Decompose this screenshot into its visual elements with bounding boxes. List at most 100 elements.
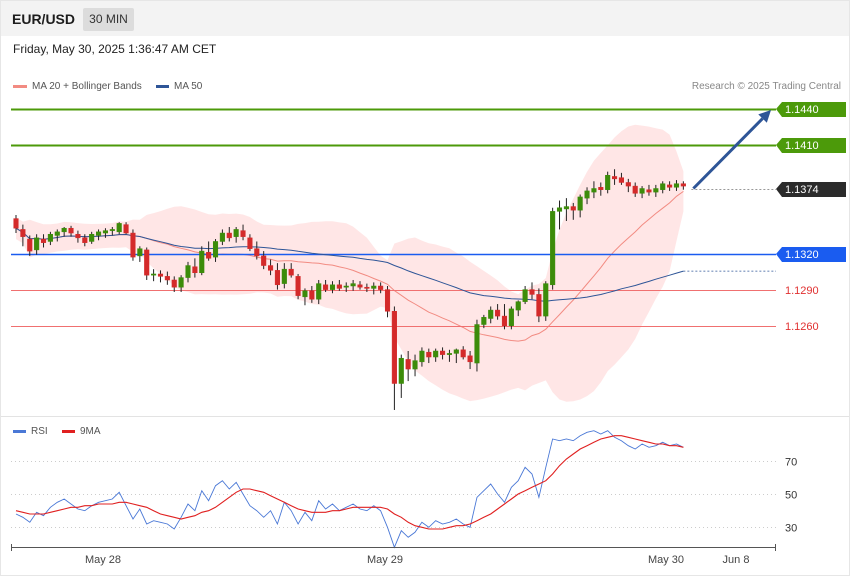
candle: [295, 273, 301, 300]
candle: [481, 314, 487, 329]
candle-body: [364, 286, 370, 289]
candle-body: [536, 294, 542, 317]
price-label-tag: [776, 182, 846, 197]
candle-body: [268, 265, 274, 271]
candle: [618, 172, 624, 185]
panel-separator: [1, 416, 849, 417]
candle: [357, 281, 363, 290]
candle: [137, 246, 143, 262]
candle: [378, 282, 384, 294]
candle-body: [254, 248, 260, 257]
candle: [398, 354, 404, 398]
candle-body: [556, 207, 563, 212]
candle: [130, 229, 136, 261]
candle-body: [164, 276, 170, 281]
price-label-tag: [776, 102, 846, 117]
candle-body: [667, 184, 673, 188]
candle: [151, 269, 157, 282]
timeframe-badge[interactable]: 30 MIN: [83, 8, 134, 31]
candle-body: [309, 290, 315, 300]
candle-body: [460, 349, 466, 358]
candle: [47, 231, 53, 246]
candle-body: [137, 248, 143, 257]
candle: [34, 234, 40, 255]
candle: [673, 180, 680, 191]
candle: [164, 271, 170, 285]
candle-body: [261, 255, 267, 266]
candle: [27, 235, 33, 256]
candle: [281, 263, 287, 289]
candle: [206, 241, 212, 261]
candle: [440, 347, 446, 360]
candle: [529, 282, 535, 300]
candle-body: [157, 273, 164, 277]
candle: [612, 169, 618, 185]
candle: [488, 306, 494, 324]
symbol-title: EUR/USD: [12, 11, 76, 27]
candle: [460, 346, 466, 360]
candle-body: [646, 189, 652, 193]
candle: [68, 225, 74, 237]
candle: [667, 181, 673, 191]
candle: [446, 349, 452, 362]
candle-body: [577, 196, 583, 211]
price-label-tag: [776, 138, 846, 153]
candle-body: [247, 237, 253, 249]
candle-body: [219, 232, 225, 242]
candle-body: [54, 231, 60, 236]
candle: [192, 258, 198, 278]
candle-body: [405, 359, 411, 370]
candle-body: [274, 270, 280, 286]
time-tick-label: May 29: [367, 554, 403, 566]
candle: [233, 227, 239, 243]
time-tick-label: May 28: [85, 554, 121, 566]
candle: [639, 186, 645, 199]
candle: [598, 182, 604, 196]
ma50-swatch: [156, 85, 169, 88]
candle-body: [350, 283, 356, 287]
candle: [646, 184, 652, 196]
candle-body: [288, 268, 294, 276]
candle: [336, 279, 342, 291]
rsi-9ma-line: [15, 435, 684, 530]
candle-body: [488, 309, 494, 319]
candle: [316, 279, 322, 305]
support-label: 1.1290: [785, 285, 819, 297]
candle-body: [199, 250, 205, 274]
candle: [96, 229, 102, 241]
candle-body: [226, 232, 232, 239]
candle: [61, 227, 67, 237]
candle-body: [453, 349, 459, 354]
chart-header: EUR/USD 30 MIN: [1, 1, 849, 36]
candle: [653, 184, 659, 197]
ma9-swatch: [62, 430, 75, 433]
candle: [467, 351, 473, 370]
candle-body: [584, 190, 590, 199]
candle-body: [13, 218, 19, 229]
candle: [501, 304, 508, 330]
candle: [199, 246, 205, 276]
candle: [254, 241, 260, 260]
candle: [508, 306, 514, 330]
candle-body: [419, 350, 425, 363]
candle-body: [501, 315, 508, 326]
candle-body: [625, 182, 631, 187]
candle: [632, 182, 638, 197]
candle: [563, 198, 569, 221]
candle: [625, 178, 631, 193]
candle-body: [591, 188, 597, 193]
candle-body: [192, 266, 198, 274]
candle: [288, 263, 294, 278]
candle: [54, 229, 60, 242]
candle: [185, 261, 191, 283]
candle: [144, 247, 150, 280]
candle: [419, 347, 425, 367]
candle-body: [233, 229, 239, 237]
candle-body: [336, 284, 342, 289]
candle-body: [618, 177, 624, 183]
candle-body: [522, 289, 528, 302]
candle-body: [96, 231, 102, 236]
candle-body: [680, 183, 686, 187]
candle: [536, 288, 542, 323]
candle: [350, 279, 356, 291]
